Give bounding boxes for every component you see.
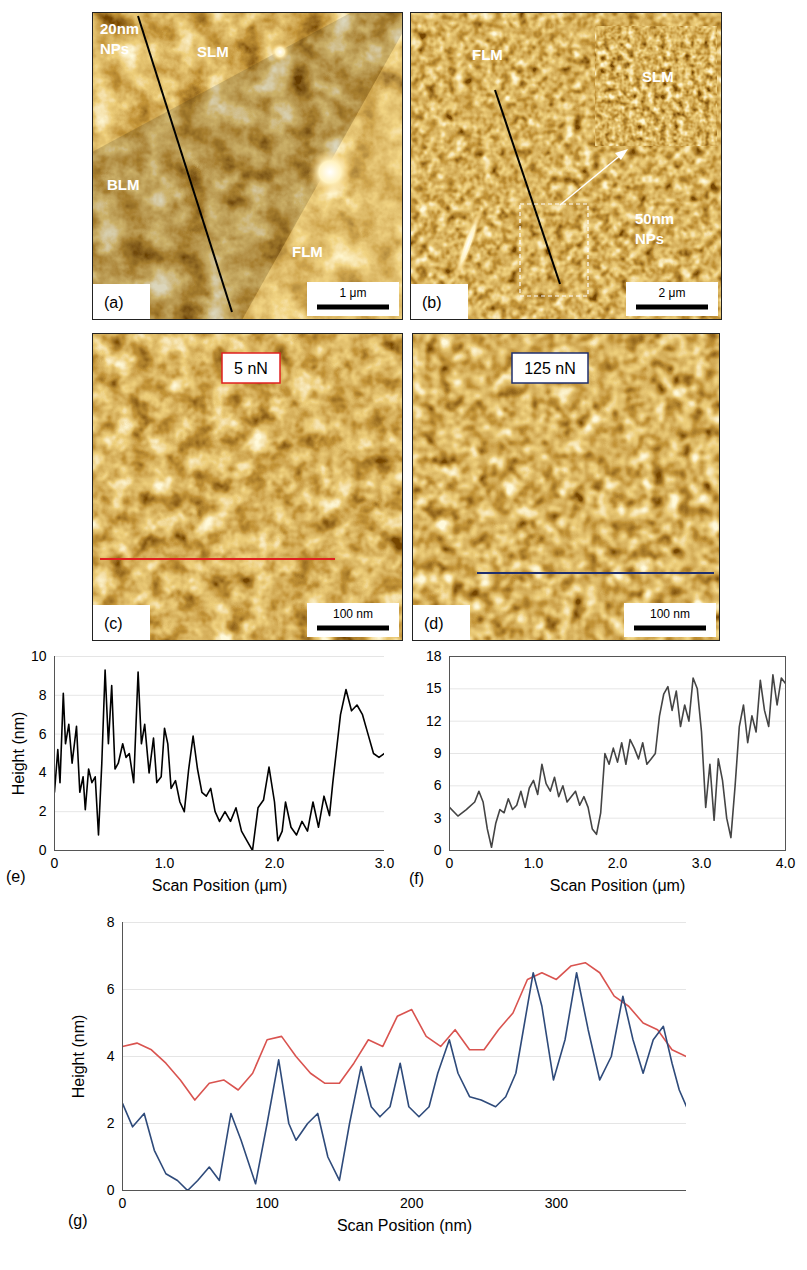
svg-text:100 nm: 100 nm: [650, 607, 690, 621]
svg-text:4: 4: [39, 764, 47, 780]
svg-text:3.0: 3.0: [375, 855, 395, 871]
svg-text:FLM: FLM: [292, 243, 323, 260]
svg-text:Scan Position (μm): Scan Position (μm): [550, 877, 685, 894]
svg-text:100 nm: 100 nm: [333, 607, 373, 621]
svg-text:1 μm: 1 μm: [340, 286, 367, 300]
svg-text:5 nN: 5 nN: [234, 360, 268, 377]
svg-text:Height (nm): Height (nm): [10, 712, 27, 796]
svg-text:12: 12: [426, 713, 442, 729]
svg-text:6: 6: [434, 777, 442, 793]
svg-text:4: 4: [107, 1048, 115, 1064]
svg-text:2: 2: [39, 803, 47, 819]
svg-text:Scan Position (μm): Scan Position (μm): [152, 877, 287, 894]
svg-text:125 nN: 125 nN: [524, 360, 576, 377]
svg-text:(c): (c): [104, 615, 123, 632]
svg-text:Height (nm): Height (nm): [70, 1015, 87, 1099]
svg-text:0: 0: [39, 842, 47, 858]
svg-text:2.0: 2.0: [608, 855, 628, 871]
svg-text:2 μm: 2 μm: [659, 286, 686, 300]
svg-text:8: 8: [107, 914, 115, 930]
svg-text:8: 8: [39, 687, 47, 703]
svg-text:FLM: FLM: [472, 46, 503, 63]
svg-text:0: 0: [446, 855, 454, 871]
svg-text:20nm: 20nm: [100, 20, 139, 37]
svg-text:50nm: 50nm: [635, 210, 674, 227]
svg-text:NPs: NPs: [635, 230, 664, 247]
svg-text:(d): (d): [424, 615, 444, 632]
svg-text:NPs: NPs: [100, 40, 129, 57]
svg-text:6: 6: [39, 726, 47, 742]
svg-text:0: 0: [107, 1182, 115, 1198]
svg-text:SLM: SLM: [642, 68, 674, 85]
svg-text:0: 0: [434, 842, 442, 858]
svg-text:9: 9: [434, 745, 442, 761]
svg-text:1.0: 1.0: [155, 855, 175, 871]
svg-text:300: 300: [545, 1195, 569, 1211]
svg-text:100: 100: [255, 1195, 279, 1211]
svg-text:BLM: BLM: [107, 176, 140, 193]
html-text:(f): (f): [409, 870, 425, 887]
svg-text:3.0: 3.0: [692, 855, 712, 871]
svg-text:15: 15: [426, 680, 442, 696]
svg-text:2.0: 2.0: [265, 855, 285, 871]
svg-text:6: 6: [107, 981, 115, 997]
svg-text:3: 3: [434, 810, 442, 826]
svg-text:4.0: 4.0: [776, 855, 796, 871]
svg-text:2: 2: [107, 1115, 115, 1131]
svg-text:0: 0: [51, 855, 59, 871]
svg-text:18: 18: [426, 648, 442, 664]
svg-text:0: 0: [119, 1195, 127, 1211]
html-text:(g): (g): [68, 1212, 88, 1229]
svg-text:1.0: 1.0: [524, 855, 544, 871]
svg-text:(a): (a): [104, 294, 124, 311]
svg-text:(b): (b): [422, 294, 442, 311]
html-text:(e): (e): [6, 868, 26, 885]
svg-text:SLM: SLM: [197, 43, 229, 60]
svg-text:Scan Position (nm): Scan Position (nm): [337, 1217, 472, 1234]
svg-text:200: 200: [400, 1195, 424, 1211]
svg-text:10: 10: [31, 648, 47, 664]
